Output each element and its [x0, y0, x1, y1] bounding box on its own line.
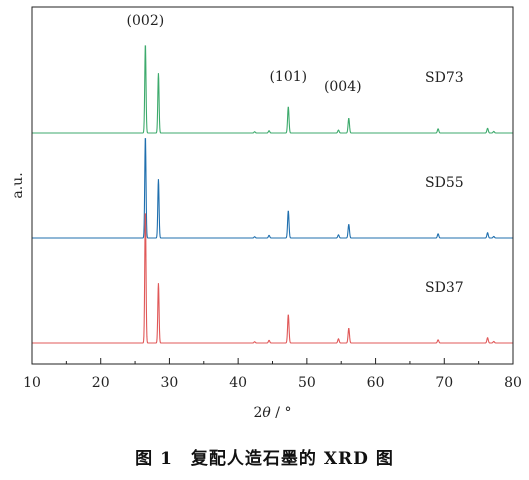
- series-label-sd55: SD55: [425, 175, 464, 191]
- x-tick-label: 20: [92, 375, 110, 391]
- series-label-sd37: SD37: [425, 280, 464, 296]
- y-axis-label: a.u.: [10, 172, 26, 198]
- x-tick-label: 40: [229, 375, 247, 391]
- x-tick-label: 50: [298, 375, 316, 391]
- x-axis-label: 2θ / °: [254, 405, 292, 421]
- x-tick-label: 70: [435, 375, 453, 391]
- series-line-sd55: [32, 138, 513, 239]
- x-tick-label: 10: [23, 375, 41, 391]
- x-tick-label: 30: [161, 375, 179, 391]
- annotation-layer: (002) (101) (004): [127, 13, 362, 95]
- x-tick-label: 60: [367, 375, 385, 391]
- peak-annotation: (004): [324, 79, 362, 95]
- peak-annotation: (002): [127, 13, 165, 29]
- series-layer: SD73 SD55 SD37: [32, 45, 513, 344]
- figure-caption: 图 1 复配人造石墨的 XRD 图: [135, 449, 394, 469]
- series-line-sd73: [32, 45, 513, 134]
- x-axis-ticks: 10 20 30 40 50 60 70 80: [23, 358, 522, 391]
- series-label-sd73: SD73: [425, 70, 464, 86]
- x-tick-label: 80: [504, 375, 522, 391]
- series-line-sd37: [32, 213, 513, 344]
- peak-annotation: (101): [269, 69, 307, 85]
